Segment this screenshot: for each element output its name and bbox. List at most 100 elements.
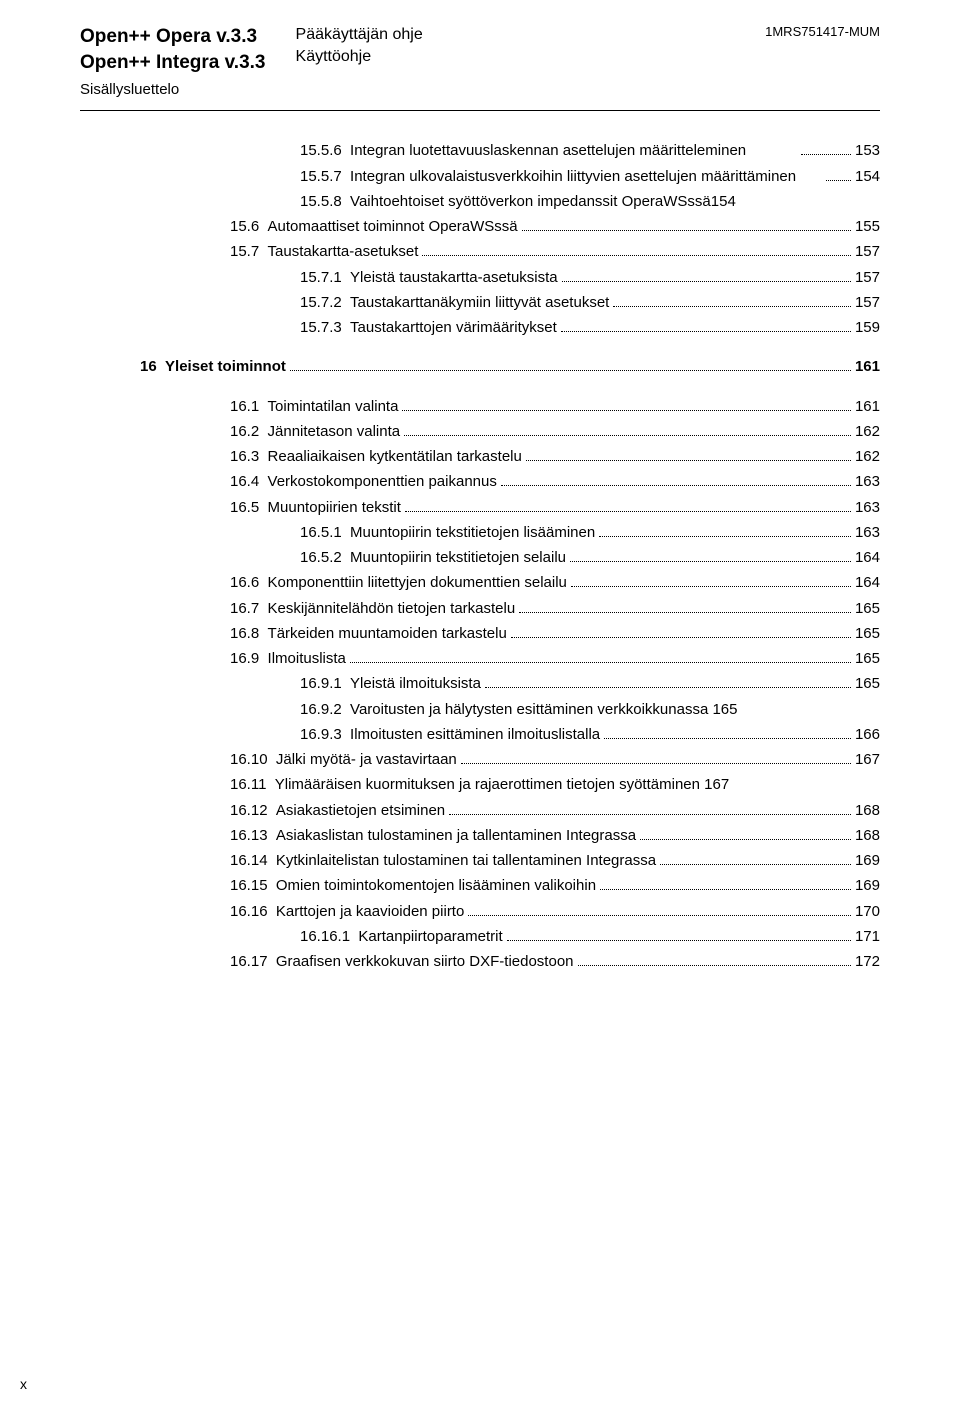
toc-leader-dots — [501, 472, 851, 487]
toc-row: 16.5.1 Muuntopiirin tekstitietojen lisää… — [80, 521, 880, 544]
toc-row: 16.4 Verkostokomponenttien paikannus 163 — [80, 470, 880, 493]
toc-leader-dots — [599, 522, 851, 537]
toc-row: 16.2 Jännitetason valinta162 — [80, 420, 880, 443]
toc-leader-dots — [350, 649, 851, 664]
toc-label: Graafisen verkkokuvan siirto DXF-tiedost… — [276, 950, 574, 973]
toc-number: 16.14 — [230, 849, 276, 872]
toc-page: 157 — [855, 266, 880, 289]
toc-leader-dots — [290, 357, 851, 372]
toc-leader-dots — [485, 674, 851, 689]
toc-number: 16.3 — [230, 445, 268, 468]
toc-leader-dots — [468, 901, 851, 916]
toc-row: 15.5.8 Vaihtoehtoiset syöttöverkon imped… — [80, 190, 880, 213]
toc-label: Taustakarttojen värimääritykset — [350, 316, 557, 339]
toc-number: 15.7.3 — [300, 316, 350, 339]
toc-row: 15.7.2 Taustakarttanäkymiin liittyvät as… — [80, 291, 880, 314]
toc-leader-dots — [519, 598, 851, 613]
toc-leader-dots — [640, 825, 851, 840]
toc-row: 16.1 Toimintatilan valinta161 — [80, 395, 880, 418]
toc-label: Karttojen ja kaavioiden piirto — [276, 900, 464, 923]
toc-number: 15.6 — [230, 215, 268, 238]
toc-row: 16.11 Ylimääräisen kuormituksen ja rajae… — [80, 773, 880, 796]
toc-page: 162 — [855, 445, 880, 468]
toc-label: Verkostokomponenttien paikannus — [268, 470, 497, 493]
toc-number: 16.4 — [230, 470, 268, 493]
toc-page: 161 — [855, 395, 880, 418]
toc-page: 154 — [855, 165, 880, 188]
toc-row: 16.5 Muuntopiirien tekstit163 — [80, 496, 880, 519]
toc-page: 168 — [855, 799, 880, 822]
toc-label: Ylimääräisen kuormituksen ja rajaerottim… — [275, 773, 880, 796]
toc-number: 16.2 — [230, 420, 268, 443]
toc-number: 16.8 — [230, 622, 268, 645]
toc-leader-dots — [613, 292, 851, 307]
toc-gap — [80, 381, 880, 395]
toc-label: Omien toimintokomentojen lisääminen vali… — [276, 874, 596, 897]
header-center: Pääkäyttäjän ohje Käyttöohje — [266, 24, 766, 69]
toc-leader-dots — [422, 242, 851, 257]
toc-label: Varoitusten ja hälytysten esittäminen ve… — [350, 698, 737, 721]
toc-number: 16.13 — [230, 824, 276, 847]
toc-page: 170 — [855, 900, 880, 923]
toc-leader-dots — [600, 876, 851, 891]
toc-row: 16.6 Komponenttiin liitettyjen dokumentt… — [80, 571, 880, 594]
toc-number: 16.15 — [230, 874, 276, 897]
toc-leader-dots — [604, 724, 851, 739]
header-right: 1MRS751417-MUM — [765, 24, 880, 39]
toc-label: Jälki myötä- ja vastavirtaan — [276, 748, 457, 771]
toc-number: 15.5.6 — [300, 139, 350, 162]
toc-page: 163 — [855, 470, 880, 493]
toc-page: 165 — [855, 647, 880, 670]
toc-page: 169 — [855, 874, 880, 897]
toc-page: 169 — [855, 849, 880, 872]
toc-number: 15.5.7 — [300, 165, 350, 188]
toc-page: 171 — [855, 925, 880, 948]
toc-row: 16.9.1 Yleistä ilmoituksista165 — [80, 672, 880, 695]
product-name-2: Open++ Integra v.3.3 — [80, 50, 266, 76]
toc-row: 16.5.2 Muuntopiirin tekstitietojen selai… — [80, 546, 880, 569]
toc-label: Reaaliaikaisen kytkentätilan tarkastelu — [268, 445, 522, 468]
toc-row: 16.9.3 Ilmoitusten esittäminen ilmoitusl… — [80, 723, 880, 746]
toc-label: Keskijännitelähdön tietojen tarkastelu — [268, 597, 516, 620]
toc-page: 165 — [855, 622, 880, 645]
toc-row: 15.5.7 Integran ulkovalaistusverkkoihin … — [80, 165, 880, 188]
toc-row: 16.16.1 Kartanpiirtoparametrit171 — [80, 925, 880, 948]
toc-gap — [80, 341, 880, 355]
header-rule — [80, 110, 880, 111]
toc-leader-dots — [511, 623, 851, 638]
toc-page: 172 — [855, 950, 880, 973]
toc-row: 16.15 Omien toimintokomentojen lisäämine… — [80, 874, 880, 897]
toc-page: 157 — [855, 291, 880, 314]
toc-number: 16.9.3 — [300, 723, 350, 746]
subhead: Sisällysluettelo — [80, 81, 880, 98]
toc-row: 16.13 Asiakaslistan tulostaminen ja tall… — [80, 824, 880, 847]
toc-row: 16.7 Keskijännitelähdön tietojen tarkast… — [80, 597, 880, 620]
toc-page: 166 — [855, 723, 880, 746]
toc-number: 15.7 — [230, 240, 268, 263]
table-of-contents: 15.5.6 Integran luotettavuuslaskennan as… — [80, 139, 880, 973]
toc-leader-dots — [660, 851, 851, 866]
toc-number: 16.9 — [230, 647, 268, 670]
toc-number: 16.16 — [230, 900, 276, 923]
toc-leader-dots — [526, 447, 851, 462]
toc-label: Vaihtoehtoiset syöttöverkon impedanssit … — [350, 190, 736, 213]
toc-leader-dots — [578, 952, 851, 967]
toc-leader-dots — [801, 141, 851, 156]
toc-leader-dots — [571, 573, 851, 588]
page-header: Open++ Opera v.3.3 Open++ Integra v.3.3 … — [80, 24, 880, 75]
toc-label: Integran luotettavuuslaskennan asetteluj… — [350, 139, 797, 162]
toc-number: 16.12 — [230, 799, 276, 822]
toc-number: 16.1 — [230, 395, 268, 418]
toc-label: Kartanpiirtoparametrit — [358, 925, 502, 948]
toc-label: Yleiset toiminnot — [165, 355, 286, 378]
toc-page: 164 — [855, 546, 880, 569]
toc-row: 16.16 Karttojen ja kaavioiden piirto 170 — [80, 900, 880, 923]
toc-label: Muuntopiirin tekstitietojen lisääminen — [350, 521, 595, 544]
toc-page: 162 — [855, 420, 880, 443]
toc-row: 15.7 Taustakartta-asetukset157 — [80, 240, 880, 263]
toc-row: 16.17 Graafisen verkkokuvan siirto DXF-t… — [80, 950, 880, 973]
toc-page: 165 — [855, 672, 880, 695]
toc-leader-dots — [522, 217, 851, 232]
toc-page: 155 — [855, 215, 880, 238]
toc-label: Muuntopiirin tekstitietojen selailu — [350, 546, 566, 569]
